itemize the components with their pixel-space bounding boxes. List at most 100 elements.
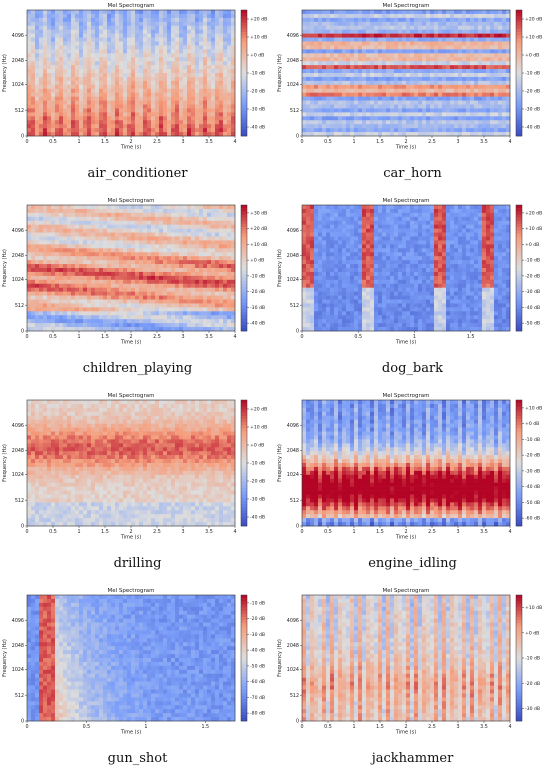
heatmap-cell (107, 10, 111, 14)
heatmap-cell (127, 240, 131, 244)
heatmap-cell (139, 89, 143, 93)
heatmap-cell (211, 97, 215, 101)
heatmap-cell (27, 296, 31, 300)
heatmap-cell (75, 248, 79, 252)
heatmap-cell (454, 112, 458, 116)
heatmap-cell (135, 284, 139, 288)
colorbar-segment (241, 123, 247, 126)
heatmap-cell (79, 229, 83, 233)
heatmap-cell (147, 112, 151, 116)
heatmap-cell (438, 30, 442, 34)
heatmap-cell (478, 69, 482, 73)
heatmap-cell (95, 240, 99, 244)
heatmap-cell (203, 240, 207, 244)
heatmap-cell (199, 252, 203, 256)
heatmap-cell (131, 93, 135, 97)
heatmap-cell (103, 120, 107, 124)
heatmap-cell (51, 53, 55, 57)
heatmap-cell (187, 248, 191, 252)
heatmap-cell (123, 77, 127, 81)
heatmap-cell (406, 97, 410, 101)
heatmap-cell (91, 73, 95, 77)
heatmap-cell (71, 120, 75, 124)
heatmap-cell (382, 14, 386, 18)
heatmap-cell (354, 30, 358, 34)
heatmap-cell (95, 248, 99, 252)
heatmap-cell (474, 30, 478, 34)
heatmap-cell (143, 108, 147, 112)
heatmap-cell (107, 319, 111, 323)
heatmap-cell (183, 205, 187, 209)
heatmap-cell (87, 65, 91, 69)
heatmap-cell (167, 120, 171, 124)
heatmap-cell (27, 280, 31, 284)
heatmap-cell (406, 57, 410, 61)
heatmap-cell (191, 89, 195, 93)
heatmap-cell (179, 237, 183, 241)
heatmap-cell (79, 124, 83, 128)
heatmap-cell (115, 233, 119, 237)
heatmap-cell (442, 34, 446, 38)
heatmap-cell (75, 272, 79, 276)
heatmap-cell (322, 93, 326, 97)
heatmap-cell (111, 233, 115, 237)
heatmap-cell (207, 112, 211, 116)
heatmap-cell (211, 217, 215, 221)
heatmap-cell (91, 311, 95, 315)
heatmap-cell (111, 240, 115, 244)
heatmap-cell (55, 73, 59, 77)
heatmap-cell (326, 38, 330, 42)
heatmap-cell (115, 101, 119, 105)
heatmap-cell (207, 256, 211, 260)
heatmap-cell (438, 69, 442, 73)
heatmap-cell (474, 85, 478, 89)
heatmap-cell (179, 280, 183, 284)
heatmap-cell (27, 244, 31, 248)
heatmap-cell (115, 280, 119, 284)
heatmap-cell (111, 18, 115, 22)
heatmap-cell (223, 105, 227, 109)
heatmap-cell (470, 132, 474, 136)
heatmap-cell (219, 101, 223, 105)
heatmap-cell (354, 73, 358, 77)
heatmap-cell (486, 53, 490, 57)
heatmap-cell (406, 85, 410, 89)
colorbar-segment (516, 101, 522, 104)
heatmap-cell (123, 14, 127, 18)
heatmap-cell (318, 10, 322, 14)
heatmap-cell (163, 101, 167, 105)
heatmap-cell (171, 93, 175, 97)
heatmap-cell (215, 128, 219, 132)
heatmap-cell (51, 89, 55, 93)
heatmap-cell (55, 300, 59, 304)
heatmap-cell (87, 93, 91, 97)
heatmap-cell (171, 264, 175, 268)
heatmap-cell (378, 34, 382, 38)
heatmap-cell (103, 112, 107, 116)
heatmap-cell (79, 22, 83, 26)
heatmap-cell (211, 57, 215, 61)
heatmap-cell (199, 112, 203, 116)
heatmap-cell (99, 237, 103, 241)
heatmap-cell (159, 112, 163, 116)
heatmap-cell (223, 65, 227, 69)
heatmap-cell (486, 14, 490, 18)
heatmap-cell (123, 284, 127, 288)
heatmap-cell (35, 49, 39, 53)
heatmap-cell (27, 327, 31, 331)
heatmap-cell (31, 311, 35, 315)
heatmap-cell (490, 26, 494, 30)
heatmap-cell (318, 81, 322, 85)
heatmap-cell (478, 61, 482, 65)
heatmap-cell (219, 10, 223, 14)
colorbar-segment (516, 60, 522, 63)
heatmap-cell (406, 30, 410, 34)
heatmap-cell (43, 233, 47, 237)
heatmap-cell (402, 97, 406, 101)
heatmap-cell (187, 240, 191, 244)
heatmap-cell (115, 57, 119, 61)
heatmap-cell (203, 128, 207, 132)
heatmap-cell (71, 85, 75, 89)
heatmap-cell (99, 252, 103, 256)
